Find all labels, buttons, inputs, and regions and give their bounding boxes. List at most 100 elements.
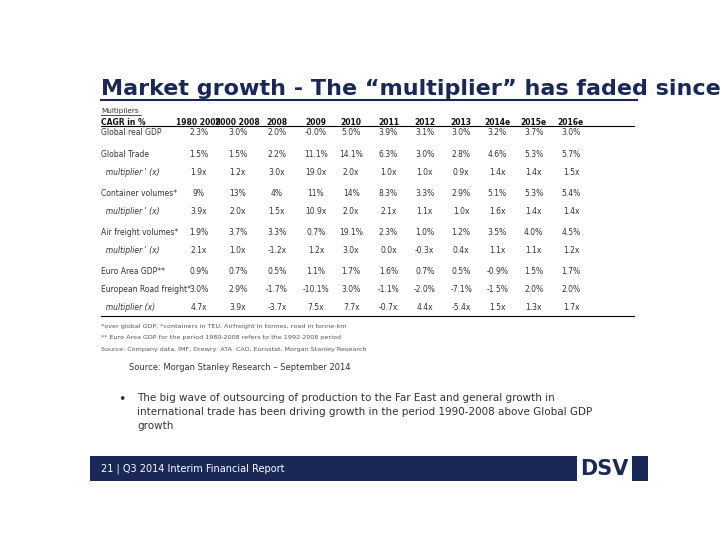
Text: 1.0x: 1.0x	[380, 167, 397, 177]
Text: Euro Area GDP**: Euro Area GDP**	[101, 267, 165, 276]
Text: CAGR in %: CAGR in %	[101, 118, 145, 126]
Text: 4.4x: 4.4x	[416, 302, 433, 312]
Text: -1.1%: -1.1%	[378, 285, 400, 294]
Text: 1980 2008: 1980 2008	[176, 118, 221, 126]
Text: Global real GDP: Global real GDP	[101, 129, 162, 137]
Text: 0.7%: 0.7%	[307, 228, 325, 237]
Text: 7.7x: 7.7x	[343, 302, 359, 312]
Text: DSV: DSV	[580, 458, 629, 478]
Text: 1.0x: 1.0x	[453, 207, 469, 215]
Text: multiplier (x): multiplier (x)	[101, 302, 156, 312]
Text: •: •	[118, 393, 125, 406]
Text: -0.9%: -0.9%	[486, 267, 508, 276]
Text: 1.7%: 1.7%	[341, 267, 361, 276]
Text: 5.7%: 5.7%	[562, 150, 580, 159]
Text: 1.1x: 1.1x	[526, 246, 541, 255]
Text: 0.7%: 0.7%	[415, 267, 434, 276]
Text: 3.1%: 3.1%	[415, 129, 434, 137]
Text: 1.1%: 1.1%	[307, 267, 325, 276]
Text: 5.4%: 5.4%	[562, 188, 580, 198]
Text: 4%: 4%	[271, 188, 283, 198]
Text: ** Euro Area GDP for the period 1980-2008 refers to the 1992-2008 period: ** Euro Area GDP for the period 1980-200…	[101, 335, 341, 341]
Text: 3.0%: 3.0%	[451, 129, 471, 137]
Text: 2014e: 2014e	[485, 118, 510, 126]
Text: Source: Company data, IMF, Drewry  ATA  CAO, Eurostat, Morgan Stanley Research: Source: Company data, IMF, Drewry ATA CA…	[101, 347, 366, 352]
Text: 2.0x: 2.0x	[343, 207, 359, 215]
Text: -10.1%: -10.1%	[302, 285, 329, 294]
Text: Market growth - The “multiplier” has faded since 2008: Market growth - The “multiplier” has fad…	[101, 79, 720, 99]
Text: 9%: 9%	[193, 188, 204, 198]
Text: multiplier ' (x): multiplier ' (x)	[101, 167, 160, 177]
Text: 5.0%: 5.0%	[341, 129, 361, 137]
Text: 14%: 14%	[343, 188, 359, 198]
Text: 1.5%: 1.5%	[189, 150, 208, 159]
Text: 3.3%: 3.3%	[415, 188, 434, 198]
Text: Global Trade: Global Trade	[101, 150, 149, 159]
Text: -1.2x: -1.2x	[267, 246, 287, 255]
Text: 3.0%: 3.0%	[562, 129, 580, 137]
Text: 0.7%: 0.7%	[228, 267, 248, 276]
Text: 1.2x: 1.2x	[563, 246, 579, 255]
Text: -2.0%: -2.0%	[414, 285, 436, 294]
Text: Air freight volumes*: Air freight volumes*	[101, 228, 179, 237]
Text: 1.9%: 1.9%	[189, 228, 208, 237]
Text: 4.7x: 4.7x	[191, 302, 207, 312]
Text: 7.5x: 7.5x	[307, 302, 324, 312]
Text: 1.4x: 1.4x	[526, 207, 542, 215]
Text: 19.1%: 19.1%	[339, 228, 363, 237]
Text: 3.5%: 3.5%	[487, 228, 507, 237]
Text: 1.0%: 1.0%	[415, 228, 434, 237]
Text: 2.8%: 2.8%	[451, 150, 471, 159]
Text: 4.6%: 4.6%	[487, 150, 507, 159]
Text: 10.9x: 10.9x	[305, 207, 327, 215]
Text: 0.5%: 0.5%	[267, 267, 287, 276]
Text: 2010: 2010	[341, 118, 361, 126]
Text: 8.3%: 8.3%	[379, 188, 398, 198]
Text: -5.4x: -5.4x	[451, 302, 471, 312]
Text: -1.5%: -1.5%	[487, 285, 508, 294]
Text: 3.3%: 3.3%	[267, 228, 287, 237]
Text: 2.3%: 2.3%	[189, 129, 208, 137]
Text: 21 | Q3 2014 Interim Financial Report: 21 | Q3 2014 Interim Financial Report	[101, 463, 284, 474]
Text: 2.1x: 2.1x	[380, 207, 397, 215]
Text: 2016e: 2016e	[558, 118, 584, 126]
Text: 1.2x: 1.2x	[230, 167, 246, 177]
Text: 0.9%: 0.9%	[189, 267, 208, 276]
Text: 3.2%: 3.2%	[487, 129, 507, 137]
Text: 2.9%: 2.9%	[228, 285, 248, 294]
Text: 3.0%: 3.0%	[415, 150, 434, 159]
FancyBboxPatch shape	[90, 456, 648, 481]
Text: 1.5x: 1.5x	[269, 207, 285, 215]
Text: 1.4x: 1.4x	[526, 167, 542, 177]
Text: 3.9x: 3.9x	[230, 302, 246, 312]
Text: 6.3%: 6.3%	[379, 150, 398, 159]
Text: 1.4x: 1.4x	[489, 167, 505, 177]
Text: European Road freight*: European Road freight*	[101, 285, 192, 294]
Text: 1.7%: 1.7%	[562, 267, 580, 276]
Text: multiplier ' (x): multiplier ' (x)	[101, 207, 160, 215]
Text: -0.3x: -0.3x	[415, 246, 434, 255]
Text: 1.3x: 1.3x	[526, 302, 542, 312]
Text: Multipliers: Multipliers	[101, 109, 139, 114]
Text: 19.0x: 19.0x	[305, 167, 327, 177]
Text: 0.5%: 0.5%	[451, 267, 471, 276]
Text: 5.3%: 5.3%	[524, 188, 543, 198]
Text: 3.0x: 3.0x	[269, 167, 285, 177]
Text: 0.4x: 0.4x	[453, 246, 469, 255]
Text: 2015e: 2015e	[521, 118, 546, 126]
Text: 2000 2008: 2000 2008	[215, 118, 260, 126]
Text: 2.0x: 2.0x	[230, 207, 246, 215]
Text: 3.0x: 3.0x	[343, 246, 359, 255]
Text: 4.5%: 4.5%	[562, 228, 580, 237]
Text: 1.5x: 1.5x	[489, 302, 505, 312]
Text: 5.1%: 5.1%	[487, 188, 507, 198]
Text: 2009: 2009	[305, 118, 326, 126]
Text: 3.0%: 3.0%	[228, 129, 248, 137]
Text: 3.0%: 3.0%	[189, 285, 208, 294]
Text: 1.6x: 1.6x	[489, 207, 505, 215]
Text: 14.1%: 14.1%	[339, 150, 363, 159]
Text: 1.5x: 1.5x	[563, 167, 580, 177]
Text: 3.9%: 3.9%	[379, 129, 398, 137]
Text: 2.0%: 2.0%	[267, 129, 287, 137]
Text: 3.9x: 3.9x	[191, 207, 207, 215]
